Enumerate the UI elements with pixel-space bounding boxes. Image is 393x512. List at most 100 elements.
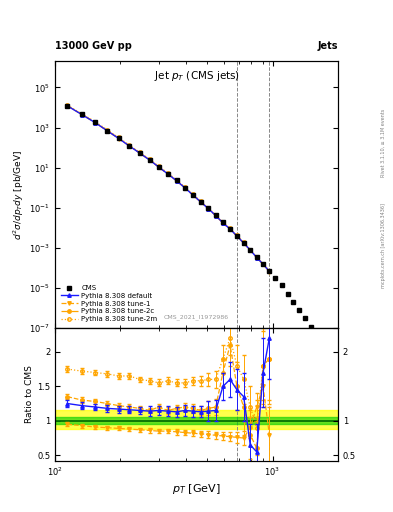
Y-axis label: Ratio to CMS: Ratio to CMS bbox=[25, 365, 34, 423]
Pythia 8.308 tune-2c bbox=[137, 150, 142, 156]
Pythia 8.308 tune-1 bbox=[174, 178, 179, 184]
Text: Rivet 3.1.10, ≥ 3.1M events: Rivet 3.1.10, ≥ 3.1M events bbox=[381, 109, 386, 178]
Pythia 8.308 tune-1 bbox=[261, 261, 265, 267]
Pythia 8.308 default bbox=[241, 240, 246, 246]
Text: 13000 GeV pp: 13000 GeV pp bbox=[55, 41, 132, 51]
Pythia 8.308 tune-1 bbox=[182, 185, 187, 191]
Pythia 8.308 default bbox=[80, 112, 84, 118]
Legend: CMS, Pythia 8.308 default, Pythia 8.308 tune-1, Pythia 8.308 tune-2c, Pythia 8.3: CMS, Pythia 8.308 default, Pythia 8.308 … bbox=[59, 283, 160, 324]
CMS bbox=[105, 127, 110, 134]
CMS bbox=[254, 253, 259, 260]
Pythia 8.308 tune-1 bbox=[220, 220, 225, 226]
Pythia 8.308 tune-2m bbox=[80, 111, 84, 117]
CMS bbox=[341, 358, 346, 365]
Y-axis label: $d^{2}\sigma/dp_{T}dy$ [pb/GeV]: $d^{2}\sigma/dp_{T}dy$ [pb/GeV] bbox=[12, 150, 26, 240]
Pythia 8.308 tune-2m bbox=[213, 212, 218, 218]
Pythia 8.308 tune-2m bbox=[220, 219, 225, 225]
CMS bbox=[137, 150, 142, 156]
Pythia 8.308 tune-1 bbox=[147, 157, 152, 163]
Pythia 8.308 tune-2c bbox=[213, 212, 218, 219]
Pythia 8.308 default bbox=[206, 206, 211, 212]
Pythia 8.308 default bbox=[267, 268, 272, 274]
Pythia 8.308 tune-2c bbox=[206, 205, 211, 211]
Pythia 8.308 tune-2m bbox=[182, 184, 187, 190]
Pythia 8.308 tune-1 bbox=[191, 192, 195, 198]
Pythia 8.308 tune-1 bbox=[228, 226, 232, 232]
CMS bbox=[273, 275, 278, 281]
Pythia 8.308 tune-2m bbox=[65, 102, 70, 109]
Pythia 8.308 default bbox=[182, 185, 187, 191]
Text: CMS_2021_I1972986: CMS_2021_I1972986 bbox=[164, 314, 229, 319]
Pythia 8.308 tune-2c bbox=[116, 135, 121, 141]
Pythia 8.308 tune-1 bbox=[213, 212, 218, 219]
Pythia 8.308 tune-2c bbox=[198, 199, 203, 205]
CMS bbox=[241, 240, 246, 246]
Pythia 8.308 tune-1 bbox=[80, 112, 84, 118]
CMS bbox=[267, 268, 272, 274]
CMS bbox=[213, 212, 218, 218]
Pythia 8.308 tune-2m bbox=[105, 127, 110, 133]
Pythia 8.308 tune-2c bbox=[65, 103, 70, 109]
Text: Jets: Jets bbox=[318, 41, 338, 51]
Pythia 8.308 tune-2m bbox=[93, 119, 97, 125]
CMS bbox=[116, 135, 121, 141]
Pythia 8.308 tune-2c bbox=[156, 164, 161, 170]
Pythia 8.308 tune-2m bbox=[228, 225, 232, 231]
Pythia 8.308 tune-2c bbox=[235, 233, 239, 239]
Pythia 8.308 default bbox=[191, 192, 195, 198]
CMS bbox=[261, 261, 265, 267]
Pythia 8.308 tune-1 bbox=[105, 128, 110, 134]
Pythia 8.308 default bbox=[116, 135, 121, 141]
Pythia 8.308 tune-1 bbox=[235, 233, 239, 239]
Pythia 8.308 tune-2c bbox=[182, 184, 187, 190]
X-axis label: $p_T$ [GeV]: $p_T$ [GeV] bbox=[172, 482, 221, 496]
Pythia 8.308 tune-2m bbox=[191, 191, 195, 197]
Pythia 8.308 tune-2c bbox=[228, 226, 232, 232]
Pythia 8.308 tune-2c bbox=[241, 240, 246, 246]
Pythia 8.308 tune-2m bbox=[267, 268, 272, 274]
CMS bbox=[314, 333, 319, 339]
Pythia 8.308 default bbox=[213, 212, 218, 219]
CMS bbox=[291, 298, 296, 305]
Pythia 8.308 default bbox=[248, 247, 253, 253]
Pythia 8.308 default bbox=[174, 178, 179, 184]
Pythia 8.308 default bbox=[137, 150, 142, 156]
CMS bbox=[303, 315, 307, 321]
Pythia 8.308 default bbox=[220, 220, 225, 226]
CMS bbox=[174, 177, 179, 183]
Pythia 8.308 tune-1 bbox=[267, 269, 272, 275]
Pythia 8.308 tune-1 bbox=[248, 247, 253, 253]
Pythia 8.308 tune-2c bbox=[93, 119, 97, 125]
CMS bbox=[220, 220, 225, 226]
Text: Jet $p_T$ (CMS jets): Jet $p_T$ (CMS jets) bbox=[154, 70, 239, 83]
Pythia 8.308 default bbox=[235, 233, 239, 239]
CMS bbox=[248, 246, 253, 252]
CMS bbox=[235, 232, 239, 239]
CMS bbox=[325, 345, 330, 351]
Pythia 8.308 tune-2m bbox=[261, 261, 265, 267]
Pythia 8.308 tune-2m bbox=[254, 254, 259, 260]
Pythia 8.308 tune-2c bbox=[165, 170, 170, 177]
Pythia 8.308 tune-2c bbox=[174, 178, 179, 184]
CMS bbox=[228, 225, 232, 231]
CMS bbox=[127, 143, 132, 149]
Pythia 8.308 tune-2c bbox=[105, 127, 110, 134]
Pythia 8.308 tune-2c bbox=[254, 254, 259, 260]
Pythia 8.308 tune-2m bbox=[165, 170, 170, 176]
Pythia 8.308 tune-1 bbox=[198, 199, 203, 205]
Pythia 8.308 default bbox=[254, 254, 259, 261]
Pythia 8.308 tune-2m bbox=[198, 198, 203, 204]
CMS bbox=[156, 164, 161, 170]
Pythia 8.308 tune-1 bbox=[254, 255, 259, 261]
Pythia 8.308 tune-2m bbox=[147, 156, 152, 162]
CMS bbox=[297, 307, 301, 313]
Pythia 8.308 tune-1 bbox=[165, 171, 170, 177]
CMS bbox=[147, 157, 152, 163]
Line: Pythia 8.308 tune-1: Pythia 8.308 tune-1 bbox=[66, 104, 271, 273]
CMS bbox=[165, 170, 170, 177]
Pythia 8.308 tune-1 bbox=[137, 150, 142, 156]
CMS bbox=[357, 375, 362, 381]
Pythia 8.308 default bbox=[93, 120, 97, 126]
CMS bbox=[279, 282, 284, 288]
Pythia 8.308 tune-2c bbox=[147, 157, 152, 163]
